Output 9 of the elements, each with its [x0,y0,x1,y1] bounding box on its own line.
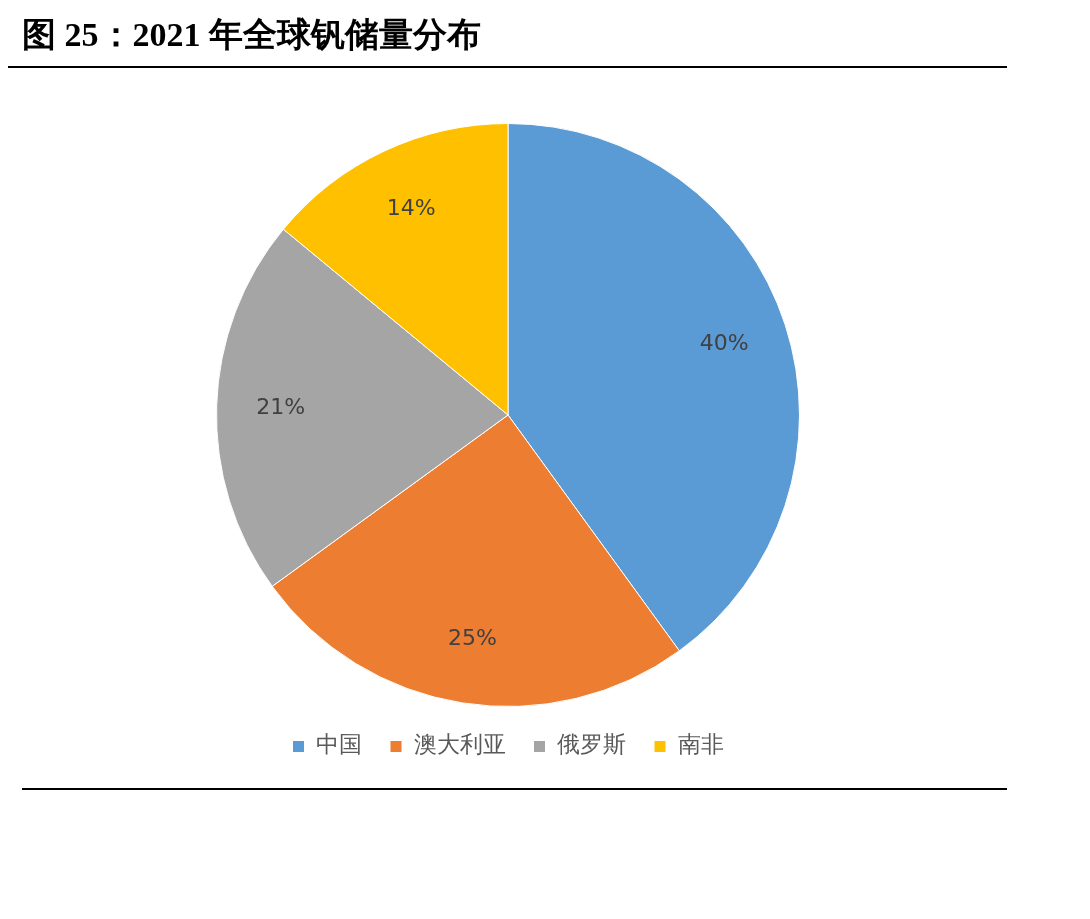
legend-label: 中国 [316,731,362,758]
data-label: 21% [256,393,306,419]
data-label: 40% [699,330,749,356]
data-label: 25% [447,625,497,651]
legend-label: 澳大利亚 [413,731,506,758]
legend-label: 俄罗斯 [557,731,626,758]
data-label: 14% [386,194,436,220]
chart-title: 图 25：2021 年全球钒储量分布 [8,8,1007,68]
legend-label: 南非 [677,731,724,758]
